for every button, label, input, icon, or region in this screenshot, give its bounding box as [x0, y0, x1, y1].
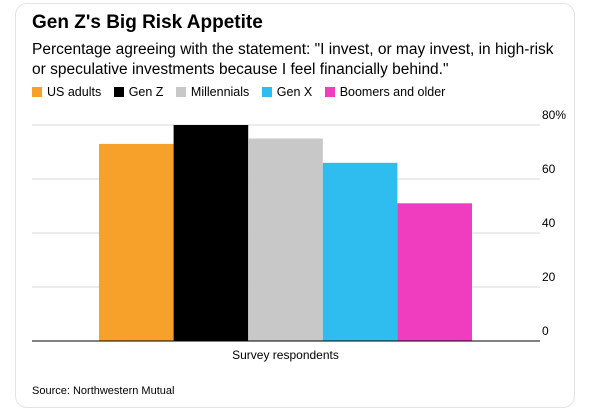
- legend-swatch: [32, 87, 42, 97]
- legend-item-gen-z: Gen Z: [113, 85, 164, 99]
- bars: [99, 125, 472, 341]
- bar-us-adults: [99, 143, 174, 341]
- bar-gen-x: [322, 162, 398, 341]
- legend: US adults Gen Z Millennials Gen X Boomer…: [32, 85, 454, 99]
- legend-label: Gen X: [276, 85, 313, 99]
- legend-label: Gen Z: [128, 85, 164, 99]
- chart-title: Gen Z's Big Risk Appetite: [32, 12, 263, 33]
- chart-subtitle: Percentage agreeing with the statement: …: [32, 41, 554, 78]
- legend-item-us-adults: US adults: [32, 85, 101, 99]
- bar-millennials: [248, 138, 323, 341]
- y-axis-ticks: 0 20 40 60 80%: [542, 108, 566, 338]
- legend-item-millennials: Millennials: [175, 85, 250, 99]
- legend-swatch: [113, 87, 124, 97]
- legend-item-gen-x: Gen X: [261, 85, 313, 99]
- bar-gen-z: [173, 125, 249, 341]
- legend-label: Boomers and older: [339, 85, 446, 99]
- legend-swatch: [324, 87, 335, 97]
- legend-swatch: [261, 87, 272, 97]
- y-tick-label: 0: [542, 324, 549, 338]
- legend-swatch: [175, 87, 186, 97]
- x-axis-category-label: Survey respondents: [232, 348, 339, 362]
- y-tick-label: 40: [542, 216, 556, 230]
- bar-boomers-and-older: [397, 203, 472, 341]
- legend-label: Millennials: [190, 85, 250, 99]
- y-tick-label: 20: [542, 270, 556, 284]
- y-tick-label: 80%: [542, 108, 566, 122]
- source-note: Source: Northwestern Mutual: [32, 385, 175, 397]
- y-tick-label: 60: [542, 162, 556, 176]
- legend-item-boomers: Boomers and older: [324, 85, 446, 99]
- legend-label: US adults: [47, 85, 102, 99]
